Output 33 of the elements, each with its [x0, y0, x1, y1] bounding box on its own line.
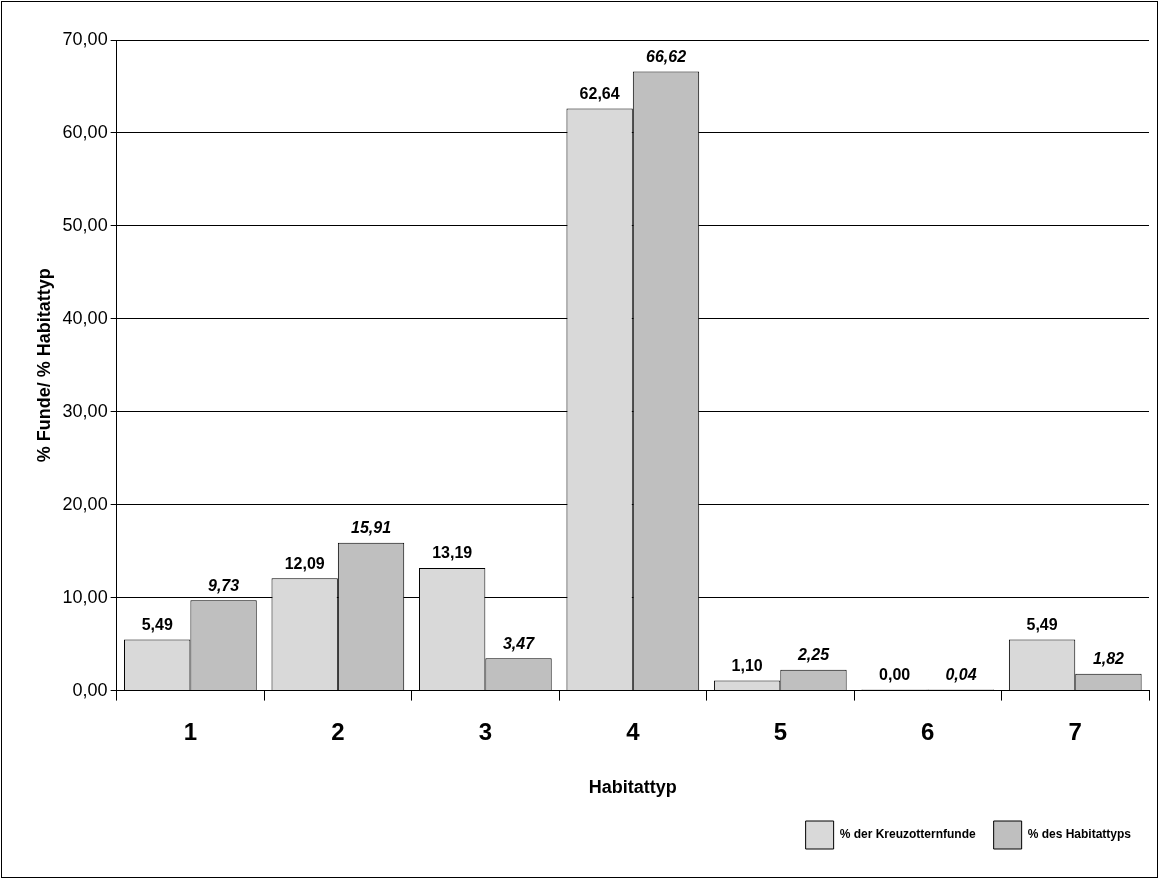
y-tick-label: 30,00 — [62, 400, 108, 421]
data-label: 5,49 — [1026, 615, 1058, 633]
data-label: 13,19 — [432, 544, 473, 562]
data-label: 12,09 — [284, 554, 325, 572]
x-tick-label: 2 — [331, 717, 345, 745]
data-label: 15,91 — [351, 519, 392, 537]
y-tick-label: 60,00 — [62, 121, 108, 142]
x-tick-label: 7 — [1068, 717, 1082, 745]
y-axis-title: % Funde/ % Habitattyp — [33, 268, 54, 463]
data-label: 0,00 — [879, 666, 911, 684]
x-axis-title: Habitattyp — [588, 777, 677, 798]
x-tick-label: 6 — [921, 717, 935, 745]
y-tick-label: 20,00 — [62, 493, 108, 514]
data-label: 9,73 — [208, 576, 240, 594]
x-tick-label: 1 — [183, 717, 198, 745]
y-tick-label: 70,00 — [62, 28, 108, 49]
y-tick-label: 50,00 — [62, 214, 108, 235]
y-tick-label: 0,00 — [72, 679, 108, 700]
data-label: 5,49 — [141, 615, 173, 633]
data-label: 1,82 — [1092, 650, 1125, 668]
legend-label: % des Habitattyps — [1027, 827, 1132, 842]
data-label: 66,62 — [645, 47, 687, 65]
y-tick-label: 10,00 — [62, 586, 108, 607]
data-label: 0,04 — [945, 666, 977, 684]
y-tick-label: 40,00 — [62, 307, 108, 328]
data-label: 62,64 — [579, 84, 620, 102]
data-label: 3,47 — [502, 634, 536, 652]
legend-label: % der Kreuzotternfunde — [839, 827, 976, 842]
x-tick-label: 5 — [773, 717, 787, 745]
data-label: 1,10 — [731, 656, 763, 674]
x-tick-label: 4 — [626, 717, 641, 745]
data-label: 2,25 — [796, 646, 831, 664]
x-tick-label: 3 — [478, 717, 493, 745]
